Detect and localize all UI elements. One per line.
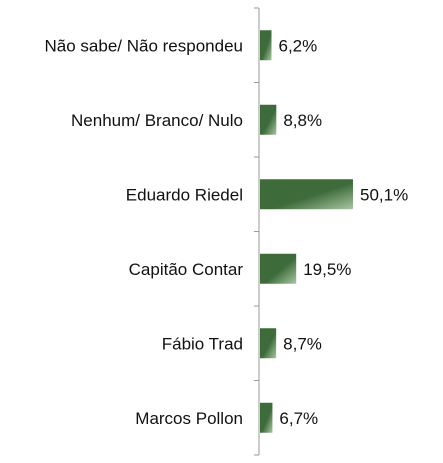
value-labels: 6,2% 8,8% 50,1% 19,5% 8,7% 6,7% xyxy=(279,36,409,428)
bar xyxy=(260,253,297,284)
bar xyxy=(260,104,277,135)
category-label: Marcos Pollon xyxy=(135,409,243,428)
category-label: Fábio Trad xyxy=(162,334,243,353)
data-label: 8,8% xyxy=(283,111,322,130)
category-labels: Não sabe/ Não respondeu Nenhum/ Branco/ N… xyxy=(45,36,244,428)
category-label: Capitão Contar xyxy=(129,260,244,279)
data-label: 50,1% xyxy=(360,185,408,204)
category-label: Eduardo Riedel xyxy=(126,185,243,204)
data-label: 19,5% xyxy=(303,260,351,279)
data-label: 6,7% xyxy=(279,409,318,428)
data-label: 8,7% xyxy=(283,334,322,353)
axis xyxy=(254,7,260,456)
bar xyxy=(260,402,273,433)
bar xyxy=(260,30,272,61)
bars xyxy=(260,30,353,433)
bar xyxy=(260,328,277,359)
data-label: 6,2% xyxy=(279,36,318,55)
category-label: Não sabe/ Não respondeu xyxy=(45,36,243,55)
category-label: Nenhum/ Branco/ Nulo xyxy=(71,111,243,130)
bar xyxy=(260,179,353,210)
